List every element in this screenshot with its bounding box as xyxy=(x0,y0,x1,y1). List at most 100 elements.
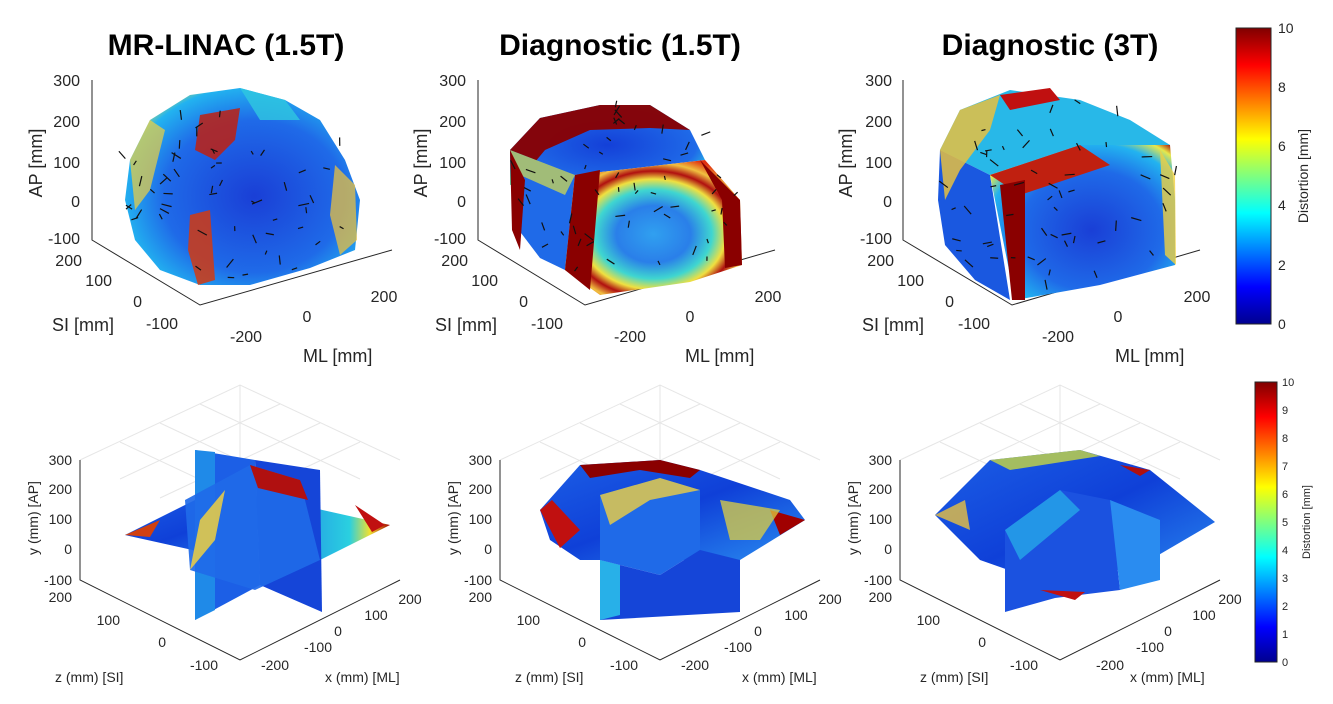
cb1-tick-8: 8 xyxy=(1278,79,1286,95)
vector-arrow xyxy=(584,233,594,241)
vector-arrow xyxy=(982,241,992,245)
p5-z-tick-0: 0 xyxy=(484,541,492,557)
vector-arrow xyxy=(1162,203,1167,212)
cb2-tick-5: 5 xyxy=(1282,517,1288,529)
p5-z-tick-neg100: -100 xyxy=(464,572,492,588)
vector-arrow xyxy=(1037,258,1047,266)
vector-arrow xyxy=(1049,128,1054,137)
p4-z-label: y (mm) [AP] xyxy=(25,481,41,555)
p2-x-tick-200: 200 xyxy=(755,289,782,306)
p4-z-tick-0: 0 xyxy=(64,541,72,557)
vector-arrow xyxy=(1013,181,1025,186)
p6-x-tick-100: 100 xyxy=(1192,607,1216,623)
vector-arrow xyxy=(615,214,626,218)
p1-x-tick-0: 0 xyxy=(303,309,312,326)
vector-arrow xyxy=(1044,279,1048,290)
p3-x-label: ML [mm] xyxy=(1115,346,1184,366)
panel-2: 300 200 100 0 -100 AP [mm] 200 100 0 -10… xyxy=(411,73,781,366)
cb2-tick-1: 1 xyxy=(1282,629,1288,641)
p6-y-tick-100: 100 xyxy=(917,612,941,628)
vector-arrow xyxy=(716,174,722,179)
p1-z-tick-neg100: -100 xyxy=(48,231,80,248)
p3-x-tick-neg200: -200 xyxy=(1042,329,1074,346)
vector-arrow xyxy=(662,158,672,162)
panel-2-title: Diagnostic (1.5T) xyxy=(499,29,741,62)
panel-3-title: Diagnostic (3T) xyxy=(942,29,1159,62)
vector-arrow xyxy=(613,105,621,116)
panel-2-vector-arrows xyxy=(510,100,739,272)
colorbar-top-gradient xyxy=(1235,27,1272,325)
vector-arrow xyxy=(612,118,620,124)
p1-z-label: AP [mm] xyxy=(26,129,46,198)
vector-arrow xyxy=(1068,189,1075,193)
cb2-ticks: 0 1 2 3 4 5 6 7 8 9 10 xyxy=(1282,377,1294,669)
vector-arrow xyxy=(1041,227,1048,236)
cb1-tick-2: 2 xyxy=(1278,257,1286,273)
vector-arrow xyxy=(627,220,630,228)
vector-arrow xyxy=(663,175,666,181)
vector-arrow xyxy=(210,164,216,169)
vector-arrow xyxy=(1006,213,1014,217)
p4-y-tick-neg100: -100 xyxy=(190,657,218,673)
vector-arrow xyxy=(657,260,661,266)
vector-arrow xyxy=(984,149,992,152)
p3-x-tick-200: 200 xyxy=(1184,289,1211,306)
vector-arrow xyxy=(298,202,310,207)
p1-x-tick-neg200: -200 xyxy=(230,329,262,346)
p5-x-tick-neg100: -100 xyxy=(724,639,752,655)
panel-1-title: MR-LINAC (1.5T) xyxy=(108,29,345,62)
vector-arrow xyxy=(159,208,170,214)
vector-arrow xyxy=(670,205,680,208)
p1-x-tick-200: 200 xyxy=(371,289,398,306)
vector-arrow xyxy=(251,200,256,204)
panel-1-surface xyxy=(125,88,360,285)
p2-x-tick-0: 0 xyxy=(686,309,695,326)
vector-arrow xyxy=(615,172,620,179)
vector-arrow xyxy=(560,231,565,236)
p3-y-label: SI [mm] xyxy=(862,315,924,335)
cb2-tick-0: 0 xyxy=(1282,657,1288,669)
p6-z-tick-0: 0 xyxy=(884,541,892,557)
colorbar-top: 10 8 6 4 2 0 Distortion [mm] xyxy=(1235,20,1311,332)
p4-x-tick-0: 0 xyxy=(334,623,342,639)
vector-arrow xyxy=(298,169,306,174)
colorbar-bottom: 0 1 2 3 4 5 6 7 8 9 10 Distortion [mm] xyxy=(1254,377,1313,669)
p3-y-tick-200: 200 xyxy=(867,253,894,270)
p4-x-tick-neg100: -100 xyxy=(304,639,332,655)
p2-z-tick-100: 100 xyxy=(439,155,466,172)
p4-z-tick-300: 300 xyxy=(49,452,73,468)
vector-arrow xyxy=(692,245,697,256)
cb1-label: Distortion [mm] xyxy=(1295,129,1311,223)
vector-arrow xyxy=(685,141,690,151)
vector-arrow xyxy=(574,266,579,272)
vector-arrow xyxy=(179,110,183,120)
vector-arrow xyxy=(159,177,168,185)
vector-arrow xyxy=(701,131,711,136)
vector-arrow xyxy=(209,192,218,196)
vector-arrow xyxy=(309,195,315,204)
p2-z-tick-300: 300 xyxy=(439,73,466,90)
vector-arrow xyxy=(614,100,618,108)
vector-arrow xyxy=(568,213,573,224)
panel-2-surface xyxy=(510,105,742,295)
p3-z-tick-200: 200 xyxy=(865,114,892,131)
vector-arrow xyxy=(606,258,615,265)
vector-arrow xyxy=(633,124,637,131)
vector-arrow xyxy=(218,110,221,118)
vector-arrow xyxy=(195,265,202,271)
panel-5-slices xyxy=(540,460,805,620)
vector-arrow xyxy=(952,238,961,242)
cb2-tick-8: 8 xyxy=(1282,433,1288,445)
vector-arrow xyxy=(219,179,223,187)
p5-z-tick-200: 200 xyxy=(469,481,493,497)
p3-x-tick-0: 0 xyxy=(1114,309,1123,326)
vector-arrow xyxy=(711,189,717,195)
panel-3-surface xyxy=(938,88,1176,300)
cb2-tick-7: 7 xyxy=(1282,461,1288,473)
vector-arrow xyxy=(1049,104,1054,114)
vector-arrow xyxy=(149,188,155,194)
p2-y-tick-100: 100 xyxy=(471,273,498,290)
cb2-label: Distortion [mm] xyxy=(1301,485,1313,559)
cb2-tick-3: 3 xyxy=(1282,573,1288,585)
